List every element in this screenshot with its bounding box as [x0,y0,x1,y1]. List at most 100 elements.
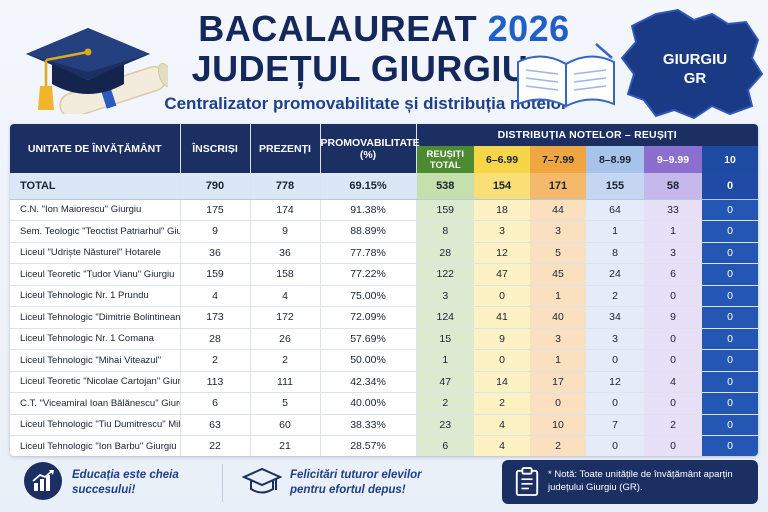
table-row: Liceul Tehnologic Nr. 1 Comana 28 26 57.69%… [10,328,758,350]
cell-enrolled: 9 [180,220,251,243]
cell-passed: 6 [416,435,474,456]
cell-grade-6: 0 [474,349,530,372]
cell-enrolled: 2 [180,349,251,372]
county-map-icon [620,8,764,120]
results-grid: UNITATE DE ÎNVĂȚĂMÂNT ÎNSCRIȘI PREZENȚI … [10,124,758,456]
cell-grade-9: 9 [644,306,702,329]
col-header-grade-6: 6–6.99 [474,146,530,173]
cell-present: 5 [250,392,321,415]
cell-present: 4 [250,285,321,307]
cell-grade-7: 44 [530,199,586,221]
cell-enrolled: 28 [180,328,251,350]
region-label: GIURGIU GR [640,50,750,88]
table-row: Liceul Teoretic "Tudor Vianu" Giurgiu 159… [10,263,758,286]
cell-grade-8: 155 [586,173,644,200]
cell-grade-10: 0 [702,220,758,243]
col-header-pass-rate: PROMOVABILITATE (%) [320,124,420,173]
cell-pass-rate: 88.89% [320,220,417,243]
cell-grade-9: 0 [644,328,702,350]
cell-grade-9: 33 [644,199,702,221]
cell-grade-9: 0 [644,349,702,372]
cell-grade-10: 0 [702,242,758,264]
cell-present: 172 [250,306,321,329]
table-row: C.T. "Viceamiral Ioan Bălănescu" Giurgiu… [10,392,758,415]
cell-grade-8: 24 [586,263,644,286]
cell-grade-7: 1 [530,285,586,307]
cell-pass-rate: 91.38% [320,199,417,221]
cell-pass-rate: 40.00% [320,392,417,415]
cell-grade-6: 154 [474,173,530,200]
cell-present: 9 [250,220,321,243]
cell-present: 2 [250,349,321,372]
cell-unit: Liceul Teoretic "Tudor Vianu" Giurgiu [10,263,181,286]
cell-pass-rate: 28.57% [320,435,417,456]
cell-grade-10: 0 [702,263,758,286]
cell-grade-7: 0 [530,392,586,415]
cell-grade-6: 12 [474,242,530,264]
cell-grade-9: 6 [644,263,702,286]
cell-enrolled: 22 [180,435,251,456]
cell-grade-6: 4 [474,414,530,436]
cell-pass-rate: 77.78% [320,242,417,264]
cell-grade-7: 3 [530,220,586,243]
col-header-distribution: DISTRIBUȚIA NOTELOR – REUȘIȚI [416,124,758,146]
motto-text: Educația este cheia succesului! [72,469,179,496]
graduation-cap-diploma-icon [26,28,168,114]
results-table: UNITATE DE ÎNVĂȚĂMÂNT ÎNSCRIȘI PREZENȚI … [10,124,758,456]
cell-pass-rate: 42.34% [320,371,417,393]
cell-grade-9: 3 [644,242,702,264]
cell-grade-9: 4 [644,371,702,393]
cell-grade-7: 2 [530,435,586,456]
cell-grade-10: 0 [702,414,758,436]
cell-grade-6: 0 [474,285,530,307]
cell-unit: TOTAL [10,173,181,200]
cell-grade-8: 0 [586,392,644,415]
cell-enrolled: 175 [180,199,251,221]
table-row: Liceul "Udriște Năsturel" Hotarele 36 36 77… [10,242,758,264]
cell-passed: 8 [416,220,474,243]
note-text: * Notă: Toate unitățile de învățământ ap… [548,469,733,493]
col-header-grade-9: 9–9.99 [644,146,702,173]
col-header-passed-total: REUȘIȚI TOTAL [416,146,474,173]
cell-enrolled: 173 [180,306,251,329]
cell-unit: C.N. "Ion Maiorescu" Giurgiu [10,199,181,221]
cell-grade-9: 2 [644,414,702,436]
cell-grade-8: 0 [586,435,644,456]
cell-grade-7: 45 [530,263,586,286]
cell-grade-10: 0 [702,371,758,393]
cell-grade-7: 3 [530,328,586,350]
cell-grade-6: 47 [474,263,530,286]
cell-enrolled: 790 [180,173,251,200]
cell-passed: 3 [416,285,474,307]
cell-enrolled: 6 [180,392,251,415]
cell-unit: Liceul Tehnologic "Dimitrie Bolintineanu… [10,306,181,329]
cell-grade-9: 1 [644,220,702,243]
cell-pass-rate: 75.00% [320,285,417,307]
cell-grade-8: 34 [586,306,644,329]
cell-grade-7: 40 [530,306,586,329]
title-word: BACALAUREAT [198,8,478,49]
cell-present: 158 [250,263,321,286]
cell-passed: 28 [416,242,474,264]
header: BACALAUREAT 2026 JUDEȚUL GIURGIU Central… [0,0,768,124]
cell-unit: Liceul Tehnologic "Mihai Viteazul" [10,349,181,372]
cell-grade-7: 17 [530,371,586,393]
cell-grade-8: 7 [586,414,644,436]
clipboard-icon [515,467,539,496]
cell-passed: 2 [416,392,474,415]
cell-present: 26 [250,328,321,350]
cell-grade-6: 14 [474,371,530,393]
cell-passed: 122 [416,263,474,286]
cell-enrolled: 36 [180,242,251,264]
cell-grade-8: 64 [586,199,644,221]
growth-chart-icon [24,462,62,500]
cell-grade-8: 2 [586,285,644,307]
cell-present: 778 [250,173,321,200]
cell-grade-9: 0 [644,435,702,456]
cell-passed: 1 [416,349,474,372]
cell-pass-rate: 38.33% [320,414,417,436]
table-row: Liceul Tehnologic "Ion Barbu" Giurgiu 22 2… [10,435,758,456]
cell-present: 60 [250,414,321,436]
table-row: Liceul Tehnologic "Mihai Viteazul" 2 2 50.0… [10,349,758,372]
table-row-total: TOTAL 790 778 69.15% 538 154 171 155 58 … [10,173,758,200]
